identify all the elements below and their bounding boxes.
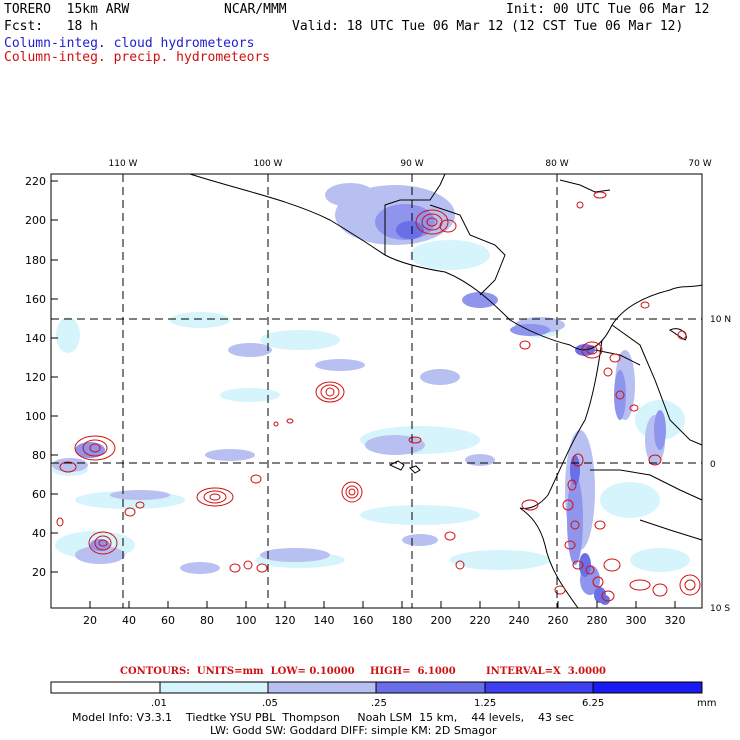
x-tick-label: 140 xyxy=(314,614,335,627)
colorbar-label: .01 xyxy=(151,698,167,709)
organization: NCAR/MMM xyxy=(224,2,287,17)
lat-label: 10 S xyxy=(710,604,730,614)
x-tick-label: 240 xyxy=(509,614,530,627)
y-tick-label: 200 xyxy=(25,214,46,227)
colorbar-unit: mm xyxy=(697,698,717,709)
y-tick-label: 160 xyxy=(25,293,46,306)
lon-label: 70 W xyxy=(688,159,711,169)
colorbar-bin xyxy=(484,681,594,694)
x-tick-label: 60 xyxy=(161,614,175,627)
y-tick-label: 220 xyxy=(25,175,46,188)
x-tick-label: 40 xyxy=(122,614,136,627)
init-time: Init: 00 UTC Tue 06 Mar 12 xyxy=(506,2,710,17)
x-tick-label: 220 xyxy=(470,614,491,627)
colorbar-bin xyxy=(375,681,486,694)
lat-label: 0 xyxy=(710,460,716,470)
y-tick-label: 80 xyxy=(32,449,46,462)
lat-label: 10 N xyxy=(710,315,731,325)
precip-field-title: Column-integ. precip. hydrometeors xyxy=(4,50,271,65)
colorbar-label: 1.25 xyxy=(474,698,497,709)
x-tick-label: 180 xyxy=(392,614,413,627)
model-info-line1: Model Info: V3.3.1 Tiedtke YSU PBL Thomp… xyxy=(72,711,575,724)
y-axis-ticks xyxy=(51,180,58,573)
lon-label: 100 W xyxy=(254,159,283,169)
x-tick-label: 20 xyxy=(83,614,97,627)
contour-high: HIGH= 6.1000 xyxy=(370,666,456,677)
colorbar-label: .05 xyxy=(262,698,278,709)
lon-label: 80 W xyxy=(545,159,568,169)
x-tick-label: 280 xyxy=(587,614,608,627)
colorbar-bin xyxy=(592,681,703,694)
x-tick-label: 260 xyxy=(548,614,569,627)
x-tick-label: 80 xyxy=(200,614,214,627)
y-tick-label: 120 xyxy=(25,371,46,384)
y-tick-label: 40 xyxy=(32,527,46,540)
colorbar-bin xyxy=(50,681,161,694)
forecast-hour: Fcst: 18 h xyxy=(4,19,98,34)
coastlines xyxy=(189,173,703,609)
x-tick-label: 300 xyxy=(626,614,647,627)
x-axis-ticks xyxy=(89,601,676,608)
precip-contours xyxy=(56,191,701,602)
map-frame xyxy=(50,173,703,609)
colorbar-label: .25 xyxy=(371,698,387,709)
y-tick-label: 60 xyxy=(32,488,46,501)
x-tick-label: 100 xyxy=(236,614,257,627)
lon-label: 110 W xyxy=(109,159,138,169)
model-name: TORERO 15km ARW xyxy=(4,2,130,17)
y-tick-label: 20 xyxy=(32,566,46,579)
valid-time: Valid: 18 UTC Tue 06 Mar 12 (12 CST Tue … xyxy=(292,19,684,34)
y-tick-label: 100 xyxy=(25,410,46,423)
x-tick-label: 120 xyxy=(275,614,296,627)
contour-interval: INTERVAL=X 3.0000 xyxy=(486,666,606,677)
colorbar-label: 6.25 xyxy=(582,698,605,709)
x-tick-label: 320 xyxy=(665,614,686,627)
x-tick-label: 160 xyxy=(353,614,374,627)
colorbar xyxy=(50,681,703,694)
y-tick-label: 140 xyxy=(25,332,46,345)
y-tick-label: 180 xyxy=(25,254,46,267)
colorbar-bin xyxy=(267,681,377,694)
cloud-field-title: Column-integ. cloud hydrometeors xyxy=(4,36,255,51)
contour-units: CONTOURS: UNITS=mm LOW= 0.10000 xyxy=(120,666,355,677)
x-tick-label: 200 xyxy=(431,614,452,627)
colorbar-bin xyxy=(159,681,269,694)
latlon-grid xyxy=(51,174,702,608)
lon-label: 90 W xyxy=(400,159,423,169)
model-info-line2: LW: Godd SW: Goddard DIFF: simple KM: 2D… xyxy=(210,724,497,737)
